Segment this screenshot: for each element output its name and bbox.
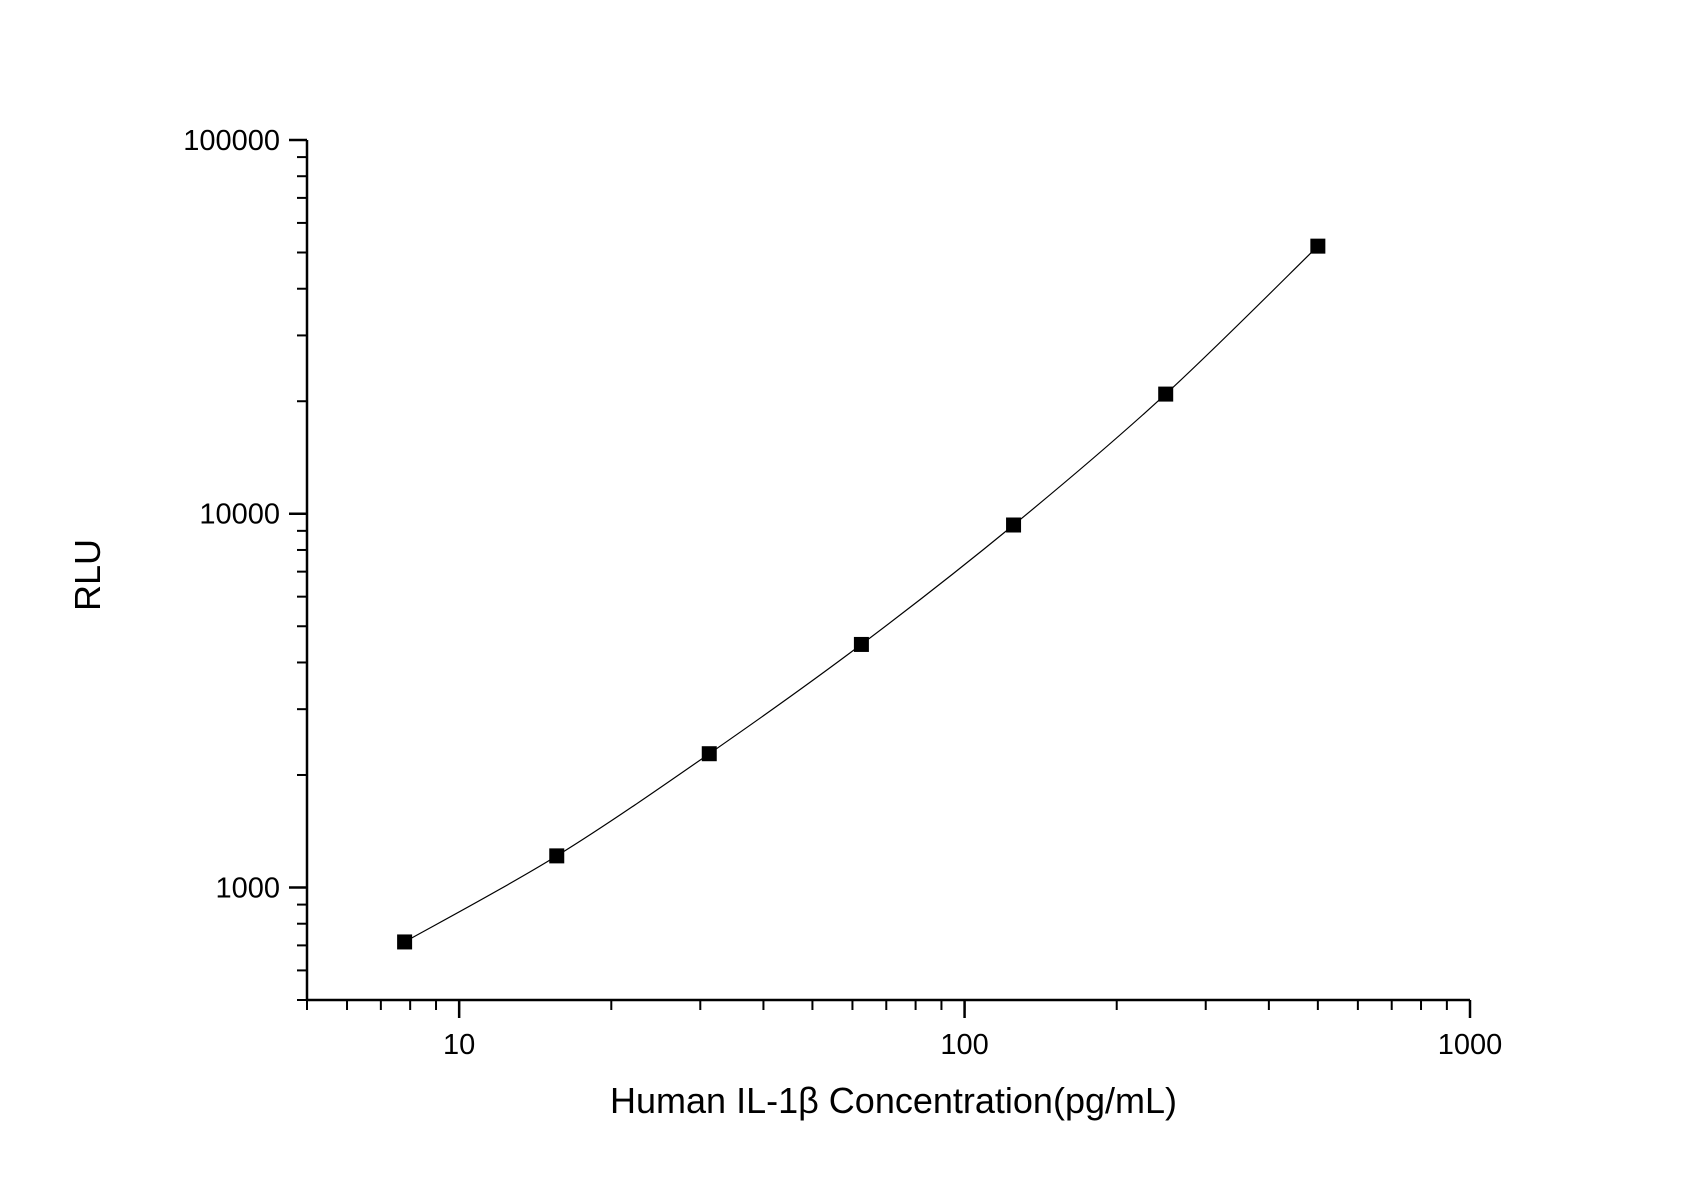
- data-points: [397, 238, 1326, 950]
- x-tick-label: 10: [443, 1029, 475, 1061]
- data-point: [1006, 517, 1022, 533]
- x-axis-label: Human IL-1β Concentration(pg/mL): [610, 1080, 1177, 1121]
- x-tick-label: 1000: [1438, 1029, 1503, 1061]
- fit-curve: [404, 245, 1319, 943]
- data-point: [397, 934, 413, 950]
- y-axis-ticks: 1000 10000 100000: [183, 125, 307, 904]
- x-axis-ticks: 10 100 1000: [443, 1000, 1502, 1061]
- data-point: [701, 746, 717, 762]
- minor-ticks: [297, 156, 1448, 1010]
- y-tick-label: 100000: [183, 125, 280, 157]
- data-point: [853, 636, 869, 652]
- data-point: [1158, 386, 1174, 402]
- y-tick-label: 10000: [199, 499, 280, 531]
- x-tick-label: 100: [940, 1029, 988, 1061]
- data-point: [549, 848, 565, 864]
- data-point: [1310, 238, 1326, 254]
- y-tick-label: 1000: [215, 872, 280, 904]
- y-axis-label: RLU: [67, 539, 108, 611]
